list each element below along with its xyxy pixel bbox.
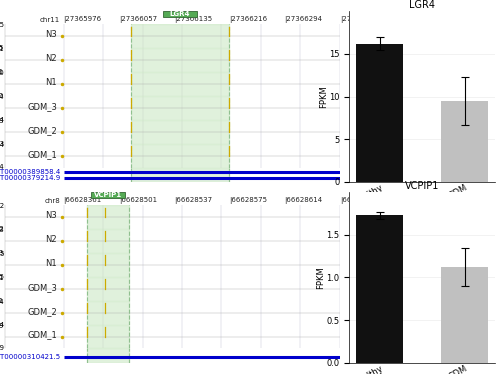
Text: ENST00000389858.4: ENST00000389858.4: [0, 169, 60, 175]
Text: GDM_2: GDM_2: [27, 307, 57, 316]
Text: N3: N3: [45, 30, 57, 39]
Bar: [130, 168, 230, 182]
Text: ENST00000379214.9: ENST00000379214.9: [0, 175, 60, 181]
Text: |27366216: |27366216: [230, 16, 268, 23]
Text: |66628653: |66628653: [340, 197, 378, 204]
Bar: [87, 253, 129, 277]
Text: GDM_3: GDM_3: [27, 283, 57, 292]
Bar: [130, 24, 230, 48]
Bar: [442, 267, 488, 363]
Text: |66628575: |66628575: [230, 197, 268, 204]
Text: |66628537: |66628537: [174, 197, 212, 204]
Bar: [356, 44, 403, 182]
Text: GDM_1: GDM_1: [27, 150, 57, 159]
Y-axis label: FPKM: FPKM: [319, 85, 328, 108]
Text: |27366375: |27366375: [340, 16, 378, 23]
Text: GDM_2: GDM_2: [27, 126, 57, 135]
Title: VCPIP1: VCPIP1: [405, 181, 440, 191]
Text: N2: N2: [46, 54, 57, 63]
Bar: [130, 120, 230, 144]
Text: chr11: chr11: [40, 17, 60, 23]
Text: chr8: chr8: [44, 197, 60, 204]
FancyBboxPatch shape: [91, 192, 124, 198]
Bar: [130, 144, 230, 168]
Text: VCPIP1: VCPIP1: [94, 192, 122, 198]
Bar: [87, 205, 129, 229]
Bar: [130, 48, 230, 72]
Text: |66628614: |66628614: [284, 197, 323, 204]
Text: ENST00000310421.5: ENST00000310421.5: [0, 353, 60, 359]
Text: N3: N3: [45, 211, 57, 220]
Bar: [356, 215, 403, 363]
Y-axis label: FPKM: FPKM: [316, 266, 325, 289]
Bar: [87, 349, 129, 363]
Text: N2: N2: [46, 235, 57, 244]
Text: |66628501: |66628501: [119, 197, 157, 204]
Text: GDM_3: GDM_3: [27, 102, 57, 111]
Text: |27365976: |27365976: [64, 16, 102, 23]
Text: N1: N1: [46, 259, 57, 268]
Text: GDM_1: GDM_1: [27, 331, 57, 340]
Text: |27366057: |27366057: [119, 16, 157, 23]
Bar: [130, 96, 230, 120]
Text: |27366135: |27366135: [174, 16, 212, 23]
FancyBboxPatch shape: [163, 11, 196, 17]
Bar: [87, 325, 129, 349]
Bar: [87, 277, 129, 301]
Bar: [442, 101, 488, 182]
Text: |27366294: |27366294: [284, 16, 323, 23]
Text: LGR4: LGR4: [170, 11, 190, 17]
Bar: [87, 229, 129, 253]
Text: N1: N1: [46, 78, 57, 87]
Bar: [87, 301, 129, 325]
Bar: [130, 72, 230, 96]
Text: |66628361: |66628361: [64, 197, 102, 204]
Title: LGR4: LGR4: [409, 0, 435, 10]
